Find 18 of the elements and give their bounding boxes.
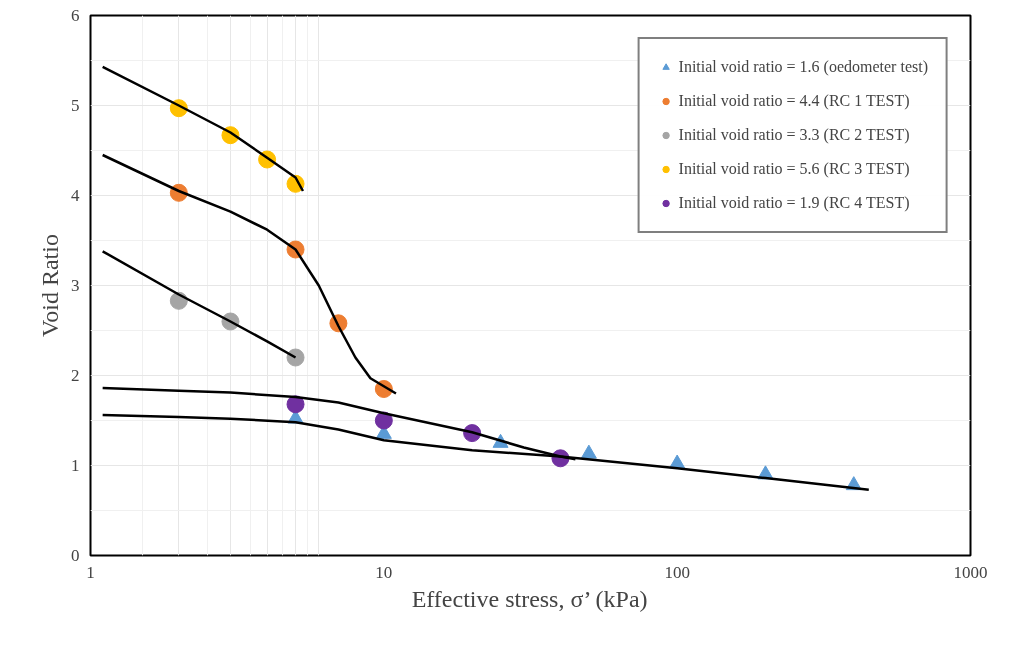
y-tick-label: 0 xyxy=(71,546,80,565)
legend-label: Initial void ratio = 3.3 (RC 2 TEST) xyxy=(678,126,910,144)
legend-label: Initial void ratio = 5.6 (RC 3 TEST) xyxy=(678,160,910,178)
legend-label: Initial void ratio = 1.9 (RC 4 TEST) xyxy=(678,194,910,212)
x-tick-label: 1 xyxy=(86,562,95,582)
x-tick-label: 100 xyxy=(664,562,690,582)
y-tick-label: 1 xyxy=(71,456,80,475)
x-tick-label: 10 xyxy=(375,562,393,582)
legend-label: Initial void ratio = 1.6 (oedometer test) xyxy=(678,58,928,76)
y-tick-label: 2 xyxy=(71,366,80,385)
y-tick-label: 5 xyxy=(71,96,80,115)
y-axis-title: Void Ratio xyxy=(37,234,63,337)
y-tick-label: 4 xyxy=(71,186,80,205)
y-tick-label: 3 xyxy=(71,276,80,295)
legend-label: Initial void ratio = 4.4 (RC 1 TEST) xyxy=(678,92,910,110)
x-axis-title: Effective stress, σ’ (kPa) xyxy=(411,585,648,612)
x-tick-label: 1000 xyxy=(953,562,988,582)
y-tick-label: 6 xyxy=(71,6,80,25)
